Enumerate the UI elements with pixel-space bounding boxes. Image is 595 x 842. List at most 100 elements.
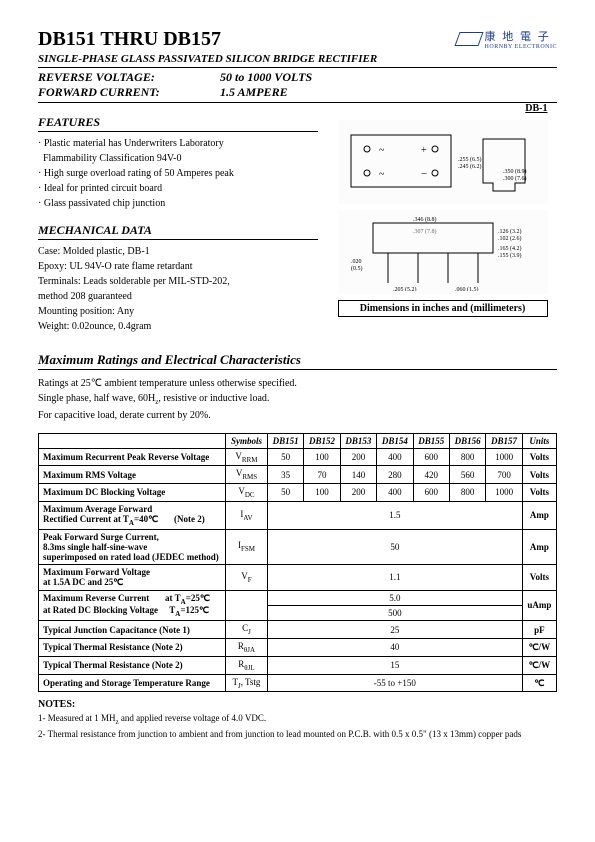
col-header: DB156	[449, 433, 485, 448]
col-header: DB153	[340, 433, 376, 448]
unit-cell: Amp	[522, 529, 556, 564]
logo-en-text: HORNBY ELECTRONIC	[485, 44, 557, 50]
notes-heading: NOTES:	[38, 698, 557, 712]
ratings-cond3: For capacitive load, derate current by 2…	[38, 408, 557, 423]
feature-line: · Plastic material has Underwriters Labo…	[38, 136, 318, 151]
svg-text:.307 (7.8): .307 (7.8)	[413, 228, 437, 235]
unit-cell: ℃	[522, 674, 556, 692]
features-list: · Plastic material has Underwriters Labo…	[38, 136, 318, 211]
forward-current-label: FORWARD CURRENT:	[38, 85, 220, 100]
col-header: DB155	[413, 433, 449, 448]
symbol-cell: VDC	[226, 484, 268, 502]
value-cell: 200	[340, 448, 376, 466]
svg-text:−: −	[421, 168, 427, 180]
symbol-cell: RθJL	[226, 656, 268, 674]
feature-line: Flammability Classification 94V-0	[38, 151, 318, 166]
package-label: DB-1	[338, 103, 548, 114]
param-cell: Maximum Average ForwardRectified Current…	[39, 501, 226, 529]
mechanical-line: Epoxy: UL 94V-O rate flame retardant	[38, 259, 318, 274]
value-cell: 800	[449, 484, 485, 502]
value-cell: 50	[267, 484, 303, 502]
svg-text:.126 (3.2): .126 (3.2)	[498, 228, 522, 235]
unit-cell: uAmp	[522, 590, 556, 621]
col-header: DB157	[486, 433, 522, 448]
dimensions-caption: Dimensions in inches and (millimeters)	[338, 300, 548, 317]
value-cell: 420	[413, 466, 449, 484]
symbol-cell: VRMS	[226, 466, 268, 484]
mechanical-line: Weight: 0.02ounce, 0.4gram	[38, 319, 318, 334]
mechanical-line: Mounting position: Any	[38, 304, 318, 319]
value-cell: 1000	[486, 448, 522, 466]
col-header: Units	[522, 433, 556, 448]
symbol-cell: IFSM	[226, 529, 268, 564]
mechanical-line: method 208 guaranteed	[38, 289, 318, 304]
value-cell: 100	[304, 484, 340, 502]
mechanical-heading: MECHANICAL DATA	[38, 223, 318, 240]
package-side-diagram: .346 (8.8) .307 (7.8) .126 (3.2) .102 (2…	[338, 210, 548, 294]
svg-text:.102 (2.6): .102 (2.6)	[498, 235, 522, 242]
svg-text:(0.5): (0.5)	[351, 265, 363, 272]
value-cell: 500	[267, 605, 522, 620]
ratings-cond1: Ratings at 25℃ ambient temperature unles…	[38, 376, 557, 391]
ratings-heading: Maximum Ratings and Electrical Character…	[38, 352, 557, 370]
col-header: Symbols	[226, 433, 268, 448]
value-cell: 1.5	[267, 501, 522, 529]
logo-mark-icon	[454, 32, 483, 46]
unit-cell: ℃/W	[522, 656, 556, 674]
value-cell: 35	[267, 466, 303, 484]
unit-cell: ℃/W	[522, 639, 556, 657]
svg-text:.255 (6.5): .255 (6.5)	[458, 156, 482, 163]
col-header: DB152	[304, 433, 340, 448]
value-cell: 1.1	[267, 564, 522, 590]
param-cell: Maximum RMS Voltage	[39, 466, 226, 484]
unit-cell: Volts	[522, 448, 556, 466]
svg-text:~: ~	[379, 169, 385, 180]
param-cell: Maximum Forward Voltageat 1.5A DC and 25…	[39, 564, 226, 590]
feature-line: · High surge overload rating of 50 Amper…	[38, 166, 318, 181]
value-cell: 140	[340, 466, 376, 484]
value-cell: 800	[449, 448, 485, 466]
symbol-cell: VRRM	[226, 448, 268, 466]
unit-cell: pF	[522, 621, 556, 639]
value-cell: 280	[377, 466, 413, 484]
value-cell: 15	[267, 656, 522, 674]
value-cell: 600	[413, 484, 449, 502]
unit-cell: Volts	[522, 484, 556, 502]
value-cell: 200	[340, 484, 376, 502]
param-cell: Maximum Recurrent Peak Reverse Voltage	[39, 448, 226, 466]
param-cell: Peak Forward Surge Current,8.3ms single …	[39, 529, 226, 564]
value-cell: 70	[304, 466, 340, 484]
features-heading: FEATURES	[38, 115, 318, 132]
symbol-cell: TJ, Tstg	[226, 674, 268, 692]
value-cell: 560	[449, 466, 485, 484]
reverse-voltage-value: 50 to 1000 VOLTS	[220, 70, 557, 85]
value-cell: 400	[377, 448, 413, 466]
note-1: 1- Measured at 1 MHz and applied reverse…	[38, 712, 557, 728]
reverse-voltage-label: REVERSE VOLTAGE:	[38, 70, 220, 85]
col-header: DB151	[267, 433, 303, 448]
value-cell: -55 to +150	[267, 674, 522, 692]
company-logo: 康 地 電 子 HORNBY ELECTRONIC	[457, 28, 557, 50]
symbol-cell: RθJA	[226, 639, 268, 657]
value-cell: 600	[413, 448, 449, 466]
param-cell: Typical Junction Capacitance (Note 1)	[39, 621, 226, 639]
feature-line: · Glass passivated chip junction	[38, 196, 318, 211]
param-cell: Operating and Storage Temperature Range	[39, 674, 226, 692]
value-cell: 100	[304, 448, 340, 466]
value-cell: 5.0	[267, 590, 522, 605]
unit-cell: Volts	[522, 564, 556, 590]
symbol-cell: CJ	[226, 621, 268, 639]
value-cell: 50	[267, 529, 522, 564]
ratings-table: SymbolsDB151DB152DB153DB154DB155DB156DB1…	[38, 433, 557, 693]
svg-text:.155 (3.9): .155 (3.9)	[498, 252, 522, 259]
svg-text:+: +	[421, 145, 427, 156]
value-cell: 40	[267, 639, 522, 657]
svg-text:.205 (5.2): .205 (5.2)	[393, 286, 417, 291]
value-cell: 700	[486, 466, 522, 484]
svg-text:.165 (4.2): .165 (4.2)	[498, 245, 522, 252]
symbol-cell	[226, 590, 268, 621]
param-cell: Maximum Reverse Current at TA=25℃at Rate…	[39, 590, 226, 621]
value-cell: 25	[267, 621, 522, 639]
symbol-cell: VF	[226, 564, 268, 590]
unit-cell: Volts	[522, 466, 556, 484]
